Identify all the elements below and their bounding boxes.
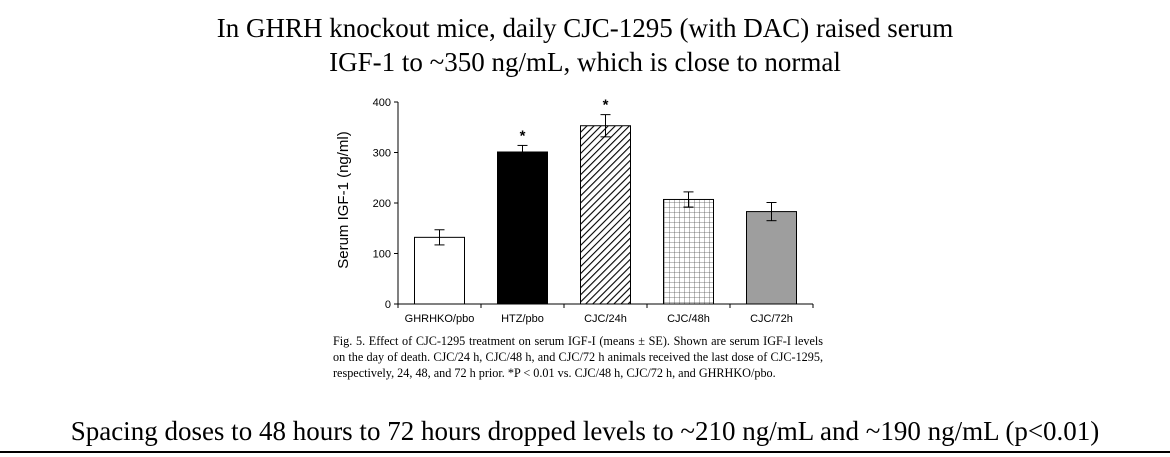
y-axis-label: Serum IGF-1 (ng/ml) [335,131,352,269]
bottom-divider [0,451,1170,453]
bar-chart: Serum IGF-1 (ng/ml) 0 100 200 300 400 GHRHKO/… [335,97,814,325]
x-tick-label: CJC/72h [750,313,793,325]
bar-ghrhko-pbo [414,236,465,305]
x-tick-label: CJC/24h [584,313,627,325]
y-tick-label: 400 [373,97,391,109]
bar-cjc-24h [580,125,631,305]
bar-cjc-72h [746,211,797,305]
bar-htz-pbo [497,151,548,305]
headline-line-2: IGF-1 to ~350 ng/mL, which is close to n… [329,47,841,77]
bar-cjc-48h [663,198,714,305]
x-tick-label: HTZ/pbo [501,313,544,325]
caption-text: Effect of CJC-1295 treatment on serum IG… [333,334,823,380]
significance-star: * [603,97,609,114]
y-tick-label: 100 [373,249,391,261]
x-tick-label: GHRHKO/pbo [405,313,475,325]
y-tick-label: 300 [373,148,391,160]
caption-label: Fig. 5. [333,334,366,348]
figure-caption: Fig. 5. Effect of CJC-1295 treatment on … [333,333,823,381]
footer-summary: Spacing doses to 48 hours to 72 hours dr… [70,416,1100,446]
x-tick-label: CJC/48h [667,313,710,325]
significance-star: * [520,127,526,144]
headline-line-1: In GHRH knockout mice, daily CJC-1295 (w… [216,13,954,43]
y-tick-label: 0 [385,299,391,311]
y-tick-label: 200 [373,198,391,210]
